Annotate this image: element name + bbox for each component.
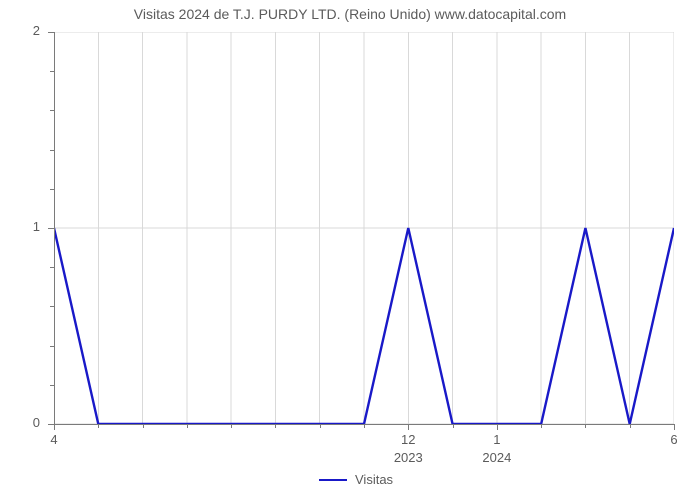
y-tick-mark (48, 228, 54, 229)
x-tick-mark (674, 424, 675, 430)
y-minor-tick (50, 150, 54, 151)
x-minor-tick (541, 424, 542, 428)
x-minor-tick (275, 424, 276, 428)
legend: Visitas (319, 472, 393, 487)
y-minor-tick (50, 71, 54, 72)
y-tick-label: 0 (0, 415, 40, 430)
x-tick-label: 4 (34, 432, 74, 447)
x-tick-mark (54, 424, 55, 430)
x-year-label: 2024 (467, 450, 527, 465)
y-minor-tick (50, 385, 54, 386)
y-tick-label: 2 (0, 23, 40, 38)
plot-area (54, 32, 674, 424)
plot-border (54, 32, 675, 425)
legend-label: Visitas (355, 472, 393, 487)
y-tick-label: 1 (0, 219, 40, 234)
y-minor-tick (50, 306, 54, 307)
y-minor-tick (50, 110, 54, 111)
x-tick-label: 1 (477, 432, 517, 447)
x-minor-tick (187, 424, 188, 428)
x-tick-label: 12 (388, 432, 428, 447)
x-minor-tick (364, 424, 365, 428)
legend-swatch (319, 479, 347, 481)
chart-title: Visitas 2024 de T.J. PURDY LTD. (Reino U… (0, 6, 700, 22)
x-minor-tick (585, 424, 586, 428)
x-tick-mark (408, 424, 409, 430)
x-minor-tick (98, 424, 99, 428)
chart-container: Visitas 2024 de T.J. PURDY LTD. (Reino U… (0, 0, 700, 500)
x-minor-tick (320, 424, 321, 428)
x-tick-label: 6 (654, 432, 694, 447)
x-minor-tick (453, 424, 454, 428)
y-minor-tick (50, 189, 54, 190)
y-minor-tick (50, 346, 54, 347)
x-tick-mark (497, 424, 498, 430)
y-minor-tick (50, 267, 54, 268)
x-year-label: 2023 (378, 450, 438, 465)
x-minor-tick (630, 424, 631, 428)
x-minor-tick (143, 424, 144, 428)
x-minor-tick (231, 424, 232, 428)
y-tick-mark (48, 32, 54, 33)
